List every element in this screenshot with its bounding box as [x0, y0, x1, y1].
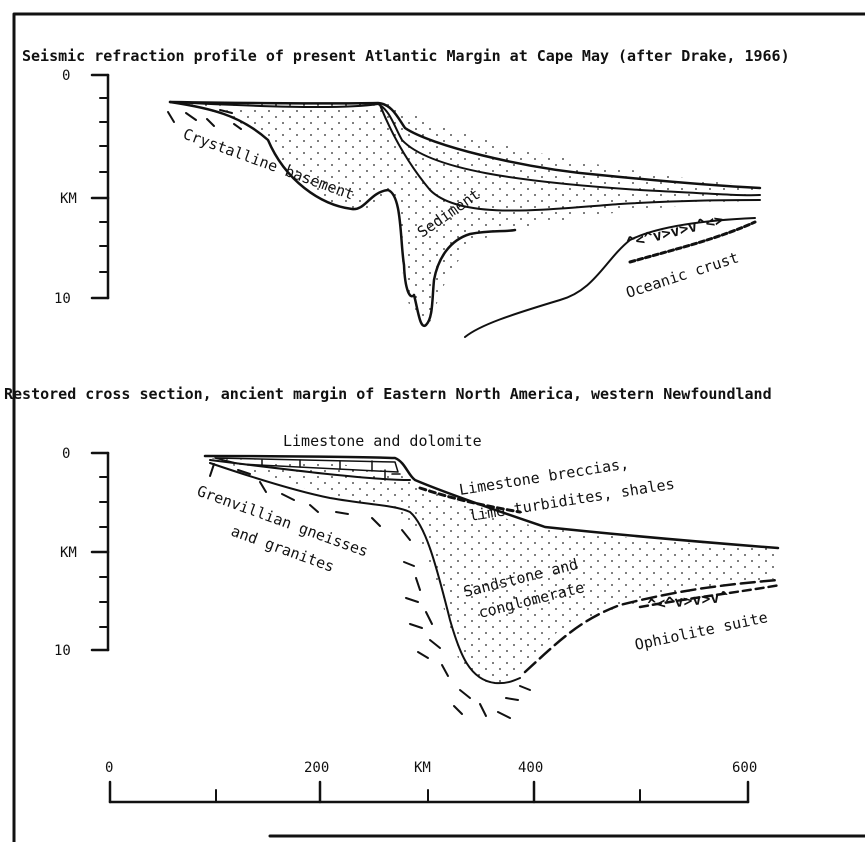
label-ophiolite-suite: Ophiolite suite	[633, 608, 769, 654]
bottom-sandstone-fill	[210, 458, 778, 685]
top-sediment-fill	[170, 102, 760, 323]
bottom-axis-unit: KM	[60, 545, 77, 561]
distance-tick-200: 200	[304, 760, 329, 776]
label-limestone-dolomite: Limestone and dolomite	[283, 432, 482, 450]
top-axis-unit: KM	[60, 191, 77, 207]
bottom-axis-tick-10: 10	[54, 643, 71, 659]
bottom-depth-axis: 0 KM 10	[54, 446, 110, 659]
distance-tick-0: 0	[105, 760, 113, 776]
bottom-axis-tick-0: 0	[62, 446, 70, 462]
top-basement-hatching	[167, 109, 242, 130]
oceanic-crust-pattern: ^<^v>v>v^<>	[625, 210, 726, 251]
top-axis-tick-0: 0	[62, 68, 70, 84]
distance-tick-400: 400	[518, 760, 543, 776]
distance-tick-600: 600	[732, 760, 757, 776]
top-axis-tick-10: 10	[54, 291, 71, 307]
bottom-basement-hatching	[209, 463, 531, 719]
label-oceanic-crust: Oceanic crust	[624, 248, 741, 301]
page-border	[12, 12, 865, 842]
distance-axis: 0 200 KM 400 600	[105, 760, 757, 804]
bottom-title: Restored cross section, ancient margin o…	[4, 385, 772, 403]
bottom-profile-lines: ^<^v>v>v^	[203, 454, 782, 685]
top-title: Seismic refraction profile of present At…	[22, 47, 790, 65]
top-depth-axis: 0 KM 10	[54, 68, 110, 307]
distance-unit: KM	[414, 760, 431, 776]
